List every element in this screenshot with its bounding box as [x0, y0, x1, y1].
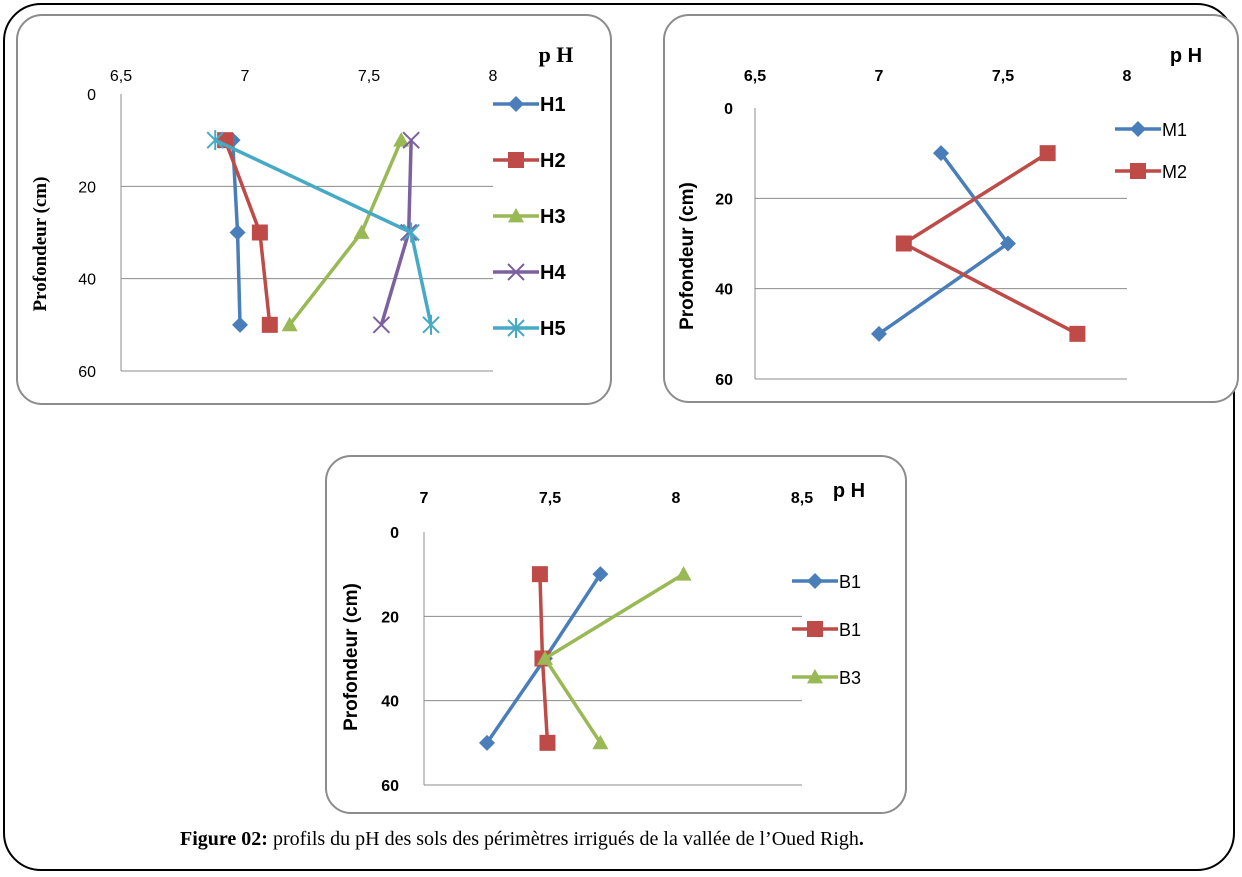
- legend-entry: H5: [493, 318, 566, 340]
- y-tick-label: 60: [381, 778, 399, 795]
- legend-label: M2: [1162, 162, 1187, 182]
- y-axis-title: Profondeur (cm): [341, 583, 362, 731]
- ph-chart-h: 6,5 7 7,5 8 0 20 40 60 p H Profondeur (cm) H1 H2 H3 H…: [18, 16, 614, 407]
- y-tick-label: 60: [715, 372, 733, 389]
- legend-entry: M1: [1115, 120, 1187, 140]
- x-tick-label: 6,5: [110, 68, 132, 85]
- x-tick-label: 8: [489, 68, 498, 85]
- x-tick-label: 7,5: [358, 68, 380, 85]
- y-axis-title: Profondeur (cm): [677, 182, 698, 330]
- y-tick-label: 20: [381, 609, 399, 626]
- y-axis-title: Profondeur (cm): [30, 177, 51, 312]
- legend-label: B1: [839, 572, 861, 592]
- y-tick-label: 40: [381, 694, 399, 711]
- data-point: [262, 317, 278, 333]
- series-line: [904, 153, 1078, 334]
- data-point: [354, 225, 370, 239]
- legend-label: H5: [540, 318, 566, 340]
- legend-marker: [1130, 121, 1146, 137]
- grid: [424, 616, 802, 785]
- caption-label: Figure 02:: [180, 828, 268, 850]
- y-tick-label: 0: [87, 87, 96, 104]
- legend-entry: H4: [493, 262, 566, 284]
- data-point: [539, 735, 555, 751]
- legend-label: B1: [839, 620, 861, 640]
- chart-panel-m: 6,5 7 7,5 8 0 20 40 60 p H Profondeur (cm) M1 M2: [663, 14, 1239, 403]
- data-point: [403, 223, 419, 243]
- legend-entry: H1: [493, 94, 566, 116]
- data-point: [532, 566, 548, 582]
- data-point: [252, 225, 268, 241]
- legend-marker: [807, 573, 823, 589]
- x-axis-title: p H: [1170, 45, 1202, 67]
- x-axis-title: p H: [539, 42, 574, 67]
- data-point: [896, 236, 912, 252]
- data-point: [230, 225, 246, 241]
- legend-entry: H3: [493, 206, 566, 228]
- legend-marker: [1130, 163, 1146, 179]
- data-point: [1040, 145, 1056, 161]
- legend-entry: H2: [493, 150, 566, 172]
- x-tick-label: 8: [672, 490, 681, 507]
- legend-marker: [508, 96, 524, 112]
- series-line: [290, 140, 402, 325]
- x-tick-label: 7,5: [992, 68, 1014, 85]
- y-tick-label: 20: [78, 179, 96, 196]
- series-h2-1: [217, 132, 278, 333]
- data-point: [1069, 326, 1085, 342]
- y-tick-label: 0: [390, 525, 399, 542]
- legend-label: H1: [540, 94, 566, 116]
- caption-end: .: [859, 828, 864, 850]
- legend-entry: B1: [792, 620, 861, 640]
- x-axis-title: p H: [833, 480, 865, 502]
- x-tick-label: 7: [241, 68, 250, 85]
- x-tick-label: 7: [420, 490, 429, 507]
- x-tick-label: 7: [875, 68, 884, 85]
- figure-caption: Figure 02: profils du pH des sols des pé…: [180, 828, 1220, 851]
- legend-marker: [508, 152, 524, 168]
- y-tick-label: 20: [715, 191, 733, 208]
- legend-label: B3: [839, 668, 861, 688]
- y-tick-label: 40: [78, 272, 96, 289]
- ph-chart-b: 7 7,5 8 8,5 0 20 40 60 p H Profondeur (cm) B1 B1 B3: [327, 457, 909, 816]
- series-h1-0: [225, 132, 248, 333]
- y-tick-label: 60: [78, 364, 96, 381]
- ph-chart-m: 6,5 7 7,5 8 0 20 40 60 p H Profondeur (cm) M1 M2: [665, 16, 1241, 405]
- data-point: [232, 317, 248, 333]
- legend-entry: B3: [792, 668, 861, 688]
- legend-entry: B1: [792, 572, 861, 592]
- y-tick-label: 40: [715, 282, 733, 299]
- caption-text: profils du pH des sols des périmètres ir…: [268, 828, 859, 850]
- y-tick-label: 0: [724, 101, 733, 118]
- series-line: [545, 574, 684, 743]
- series-line: [381, 140, 411, 325]
- legend-label: H2: [540, 150, 566, 172]
- legend-label: H3: [540, 206, 566, 228]
- x-tick-label: 8,5: [791, 490, 813, 507]
- chart-panel-b: 7 7,5 8 8,5 0 20 40 60 p H Profondeur (cm) B1 B1 B3: [325, 455, 907, 814]
- x-tick-label: 7,5: [539, 490, 561, 507]
- x-tick-label: 6,5: [744, 68, 766, 85]
- series-m2-1: [896, 145, 1086, 342]
- data-point: [423, 315, 439, 335]
- series-b3-2: [537, 566, 692, 749]
- data-point: [676, 566, 692, 580]
- chart-panel-h: 6,5 7 7,5 8 0 20 40 60 p H Profondeur (cm) H1 H2 H3 H…: [16, 14, 612, 405]
- x-tick-label: 8: [1123, 68, 1132, 85]
- series-line: [215, 140, 431, 325]
- legend-label: M1: [1162, 120, 1187, 140]
- legend-marker: [807, 621, 823, 637]
- series-m1-0: [871, 145, 1016, 342]
- grid: [121, 186, 493, 371]
- legend-entry: M2: [1115, 162, 1187, 182]
- legend-label: H4: [540, 262, 566, 284]
